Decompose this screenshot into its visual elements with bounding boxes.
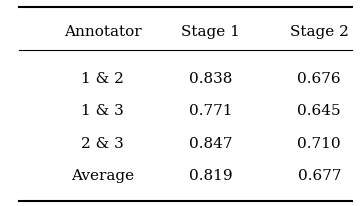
Text: 2 & 3: 2 & 3 <box>81 137 124 151</box>
Text: Stage 1: Stage 1 <box>182 25 240 39</box>
Text: 0.847: 0.847 <box>189 137 233 151</box>
Text: 0.645: 0.645 <box>297 104 341 118</box>
Text: 0.676: 0.676 <box>297 72 341 86</box>
Text: Stage 2: Stage 2 <box>290 25 349 39</box>
Text: 0.838: 0.838 <box>189 72 233 86</box>
Text: 0.677: 0.677 <box>297 169 341 183</box>
Text: Average: Average <box>71 169 134 183</box>
Text: 0.771: 0.771 <box>189 104 233 118</box>
Text: 1 & 2: 1 & 2 <box>81 72 124 86</box>
Text: 0.710: 0.710 <box>297 137 341 151</box>
Text: Annotator: Annotator <box>64 25 141 39</box>
Text: 0.819: 0.819 <box>189 169 233 183</box>
Text: 1 & 3: 1 & 3 <box>81 104 124 118</box>
